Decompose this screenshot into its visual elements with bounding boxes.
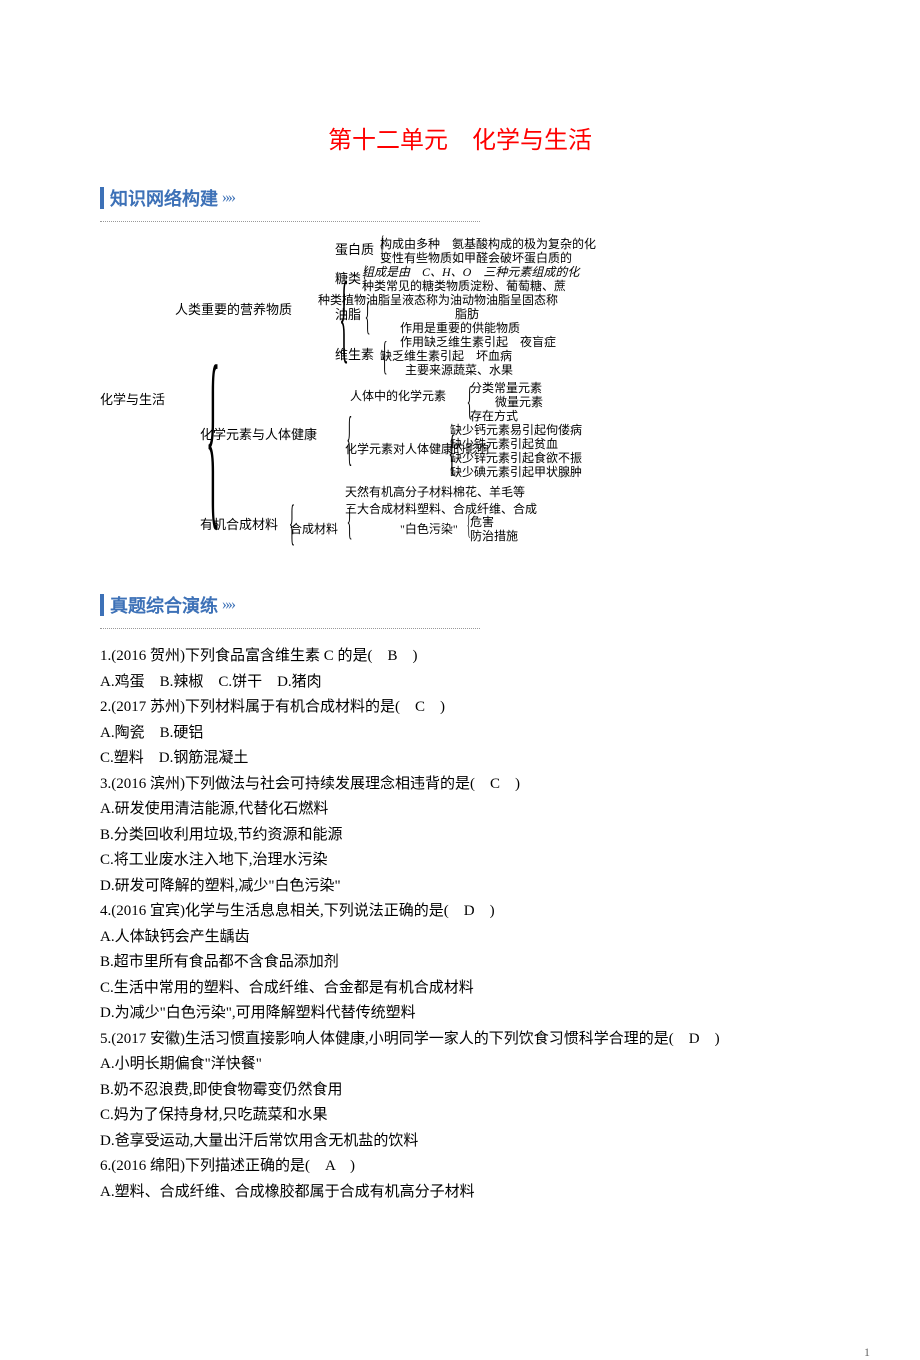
diagram-text: 作用是重要的供能物质 bbox=[400, 321, 520, 335]
section-title-practice: 真题综合演练 bbox=[110, 592, 218, 618]
question-line: 1.(2016 贺州)下列食品富含维生素 C 的是( B ) bbox=[100, 644, 820, 670]
diagram-text: 合成材料 bbox=[290, 522, 338, 536]
question-line: B.超市里所有食品都不含食品添加剂 bbox=[100, 950, 820, 976]
brace-icon: { bbox=[365, 292, 371, 340]
question-line: D.爸享受运动,大量出汗后常饮用含无机盐的饮料 bbox=[100, 1129, 820, 1155]
arrows-icon: »» bbox=[222, 596, 234, 614]
question-line: B.奶不忍浪费,即使食物霉变仍然食用 bbox=[100, 1078, 820, 1104]
unit-title: 第十二单元 化学与生活 bbox=[100, 120, 820, 155]
diagram-text: 三大合成材料塑料、合成纤维、合成 bbox=[345, 502, 537, 516]
questions-block: 1.(2016 贺州)下列食品富含维生素 C 的是( B ) A.鸡蛋 B.辣椒… bbox=[100, 644, 820, 1205]
diagram-text: 作用缺乏维生素引起 夜盲症 bbox=[400, 335, 556, 349]
diagram-text: 缺乏维生素引起 坏血病 bbox=[380, 349, 512, 363]
diagram-text: 脂肪 bbox=[455, 307, 479, 321]
brace-icon: { bbox=[363, 259, 367, 295]
question-line: 4.(2016 宜宾)化学与生活息息相关,下列说法正确的是( D ) bbox=[100, 899, 820, 925]
diagram-text: 构成由多种 氨基酸构成的极为复杂的化 bbox=[380, 237, 596, 251]
diagram-text: 分类常量元素 bbox=[470, 381, 542, 395]
diagram-text: 缺少碘元素引起甲状腺肿 bbox=[450, 465, 582, 479]
divider bbox=[100, 221, 480, 222]
section-header-network: 知识网络构建 »» bbox=[100, 185, 820, 211]
diagram-text: 防治措施 bbox=[470, 529, 518, 543]
brace-icon: { bbox=[347, 497, 353, 545]
question-line: A.鸡蛋 B.辣椒 C.饼干 D.猪肉 bbox=[100, 670, 820, 696]
diagram-text: 缺少铁元素引起贫血 bbox=[450, 437, 558, 451]
question-line: A.研发使用清洁能源,代替化石燃料 bbox=[100, 797, 820, 823]
question-line: 6.(2016 绵阳)下列描述正确的是( A ) bbox=[100, 1154, 820, 1180]
brace-icon: { bbox=[206, 317, 220, 557]
diagram-text: 人体中的化学元素 bbox=[350, 389, 446, 403]
diagram-text: 存在方式 bbox=[470, 409, 518, 423]
question-line: A.人体缺钙会产生龋齿 bbox=[100, 925, 820, 951]
question-line: A.塑料、合成纤维、合成橡胶都属于合成有机高分子材料 bbox=[100, 1180, 820, 1206]
question-line: D.研发可降解的塑料,减少"白色污染" bbox=[100, 874, 820, 900]
diagram-text: 主要来源蔬菜、水果 bbox=[405, 363, 513, 377]
question-line: A.陶瓷 B.硬铝 bbox=[100, 721, 820, 747]
diagram-text: 种类常见的糖类物质淀粉、葡萄糖、蔗 bbox=[362, 279, 566, 293]
diagram-text: 微量元素 bbox=[495, 395, 543, 409]
section-bar-icon bbox=[100, 187, 104, 209]
diagram-node: 人类重要的营养物质 bbox=[175, 302, 292, 318]
brace-icon: { bbox=[347, 402, 353, 474]
question-line: A.小明长期偏食"洋快餐" bbox=[100, 1052, 820, 1078]
arrows-icon: »» bbox=[222, 189, 234, 207]
question-line: C.妈为了保持身材,只吃蔬菜和水果 bbox=[100, 1103, 820, 1129]
question-line: 5.(2017 安徽)生活习惯直接影响人体健康,小明同学一家人的下列饮食习惯科学… bbox=[100, 1027, 820, 1053]
diagram-root: 化学与生活 bbox=[100, 392, 165, 408]
brace-icon: { bbox=[382, 332, 388, 380]
diagram-text: 组成是由 C、H、O 三种元素组成的化 bbox=[362, 265, 579, 279]
brace-icon: { bbox=[289, 492, 295, 552]
question-line: 3.(2016 滨州)下列做法与社会可持续发展理念相违背的是( C ) bbox=[100, 772, 820, 798]
knowledge-diagram: 化学与生活 人类重要的营养物质 蛋白质 构成由多种 氨基酸构成的极为复杂的化 变… bbox=[100, 237, 820, 567]
question-line: 2.(2017 苏州)下列材料属于有机合成材料的是( C ) bbox=[100, 695, 820, 721]
divider bbox=[100, 628, 480, 629]
diagram-text: 缺少钙元素易引起佝偻病 bbox=[450, 423, 582, 437]
section-bar-icon bbox=[100, 594, 104, 616]
question-line: C.塑料 D.钢筋混凝土 bbox=[100, 746, 820, 772]
diagram-text: 种类植物油脂呈液态称为油动物油脂呈固态称 bbox=[318, 293, 558, 307]
diagram-text: 危害 bbox=[470, 515, 494, 529]
question-line: B.分类回收利用垃圾,节约资源和能源 bbox=[100, 823, 820, 849]
brace-icon: { bbox=[339, 257, 349, 377]
diagram-text: 变性有些物质如甲醛会破坏蛋白质的 bbox=[380, 251, 572, 265]
brace-icon: { bbox=[380, 229, 384, 265]
question-line: C.将工业废水注入地下,治理水污染 bbox=[100, 848, 820, 874]
brace-icon: { bbox=[467, 509, 471, 543]
diagram-text: 天然有机高分子材料棉花、羊毛等 bbox=[345, 485, 525, 499]
brace-icon: { bbox=[448, 422, 455, 482]
diagram-text: "白色污染" bbox=[400, 522, 458, 536]
section-title-network: 知识网络构建 bbox=[110, 185, 218, 211]
brace-icon: { bbox=[467, 377, 473, 425]
section-header-practice: 真题综合演练 »» bbox=[100, 592, 820, 618]
question-line: D.为减少"白色污染",可用降解塑料代替传统塑料 bbox=[100, 1001, 820, 1027]
diagram-node: 蛋白质 bbox=[335, 242, 374, 258]
diagram-text: 缺少锌元素引起食欲不振 bbox=[450, 451, 582, 465]
page-number: 1 bbox=[0, 1265, 920, 1360]
document-page: 第十二单元 化学与生活 知识网络构建 »» 化学与生活 人类重要的营养物质 蛋白… bbox=[0, 0, 920, 1265]
question-line: C.生活中常用的塑料、合成纤维、合金都是有机合成材料 bbox=[100, 976, 820, 1002]
